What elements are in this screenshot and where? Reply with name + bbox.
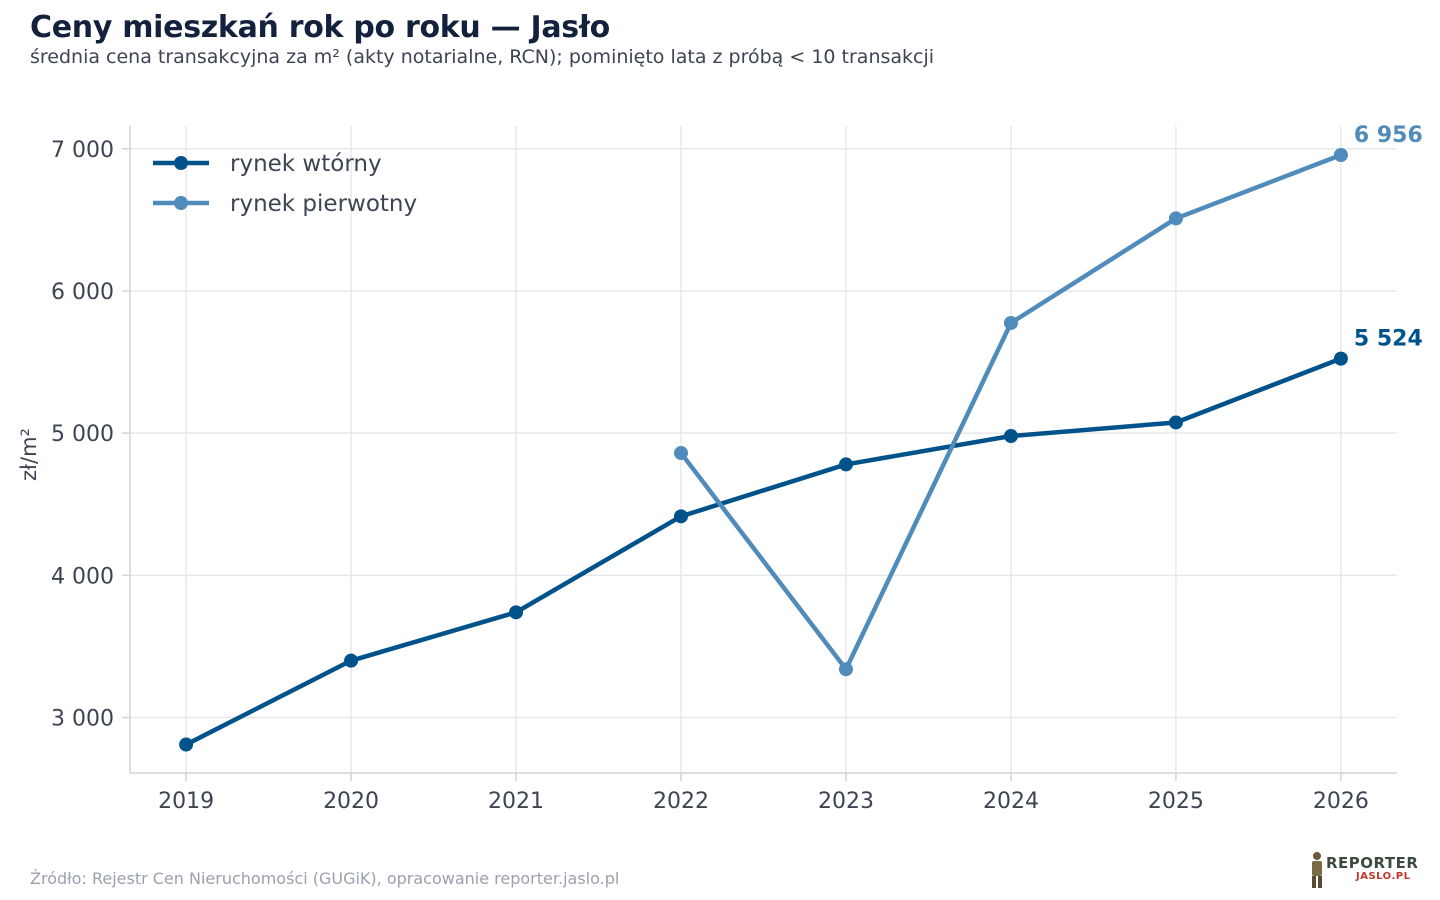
x-tick-label: 2026 xyxy=(1313,789,1369,814)
end-value-label: 6 956 xyxy=(1354,123,1423,148)
x-tick-label: 2025 xyxy=(1148,789,1204,814)
series-layer xyxy=(179,148,1348,752)
source-note: Źródło: Rejestr Cen Nieruchomości (GUGiK… xyxy=(30,869,620,888)
data-point xyxy=(1003,315,1018,330)
series-line-1 xyxy=(183,356,1344,747)
data-point xyxy=(674,509,689,524)
legend-swatch-marker xyxy=(174,196,188,210)
legend-swatch-marker xyxy=(174,156,188,170)
data-point xyxy=(838,662,853,677)
data-point xyxy=(1333,351,1348,366)
logo-text-reporter: REPORTER xyxy=(1326,854,1419,872)
reporter-logo[interactable]: REPORTER JASLO.PL xyxy=(1308,848,1418,890)
y-tick-label: 4 000 xyxy=(51,564,114,589)
chart-subtitle: średnia cena transakcyjna za m² (akty no… xyxy=(30,46,935,68)
data-point xyxy=(674,446,689,461)
logo-text-jaslo: JASLO.PL xyxy=(1356,871,1411,882)
x-tick-label: 2020 xyxy=(323,789,379,814)
chart-title: Ceny mieszkań rok po roku — Jasło xyxy=(30,10,610,45)
axes: 3 000 4 000 5 000 6 000 7 000 2019 2020 2021 202… xyxy=(17,126,1397,814)
y-tick-label: 3 000 xyxy=(51,707,114,732)
data-point xyxy=(1168,415,1183,430)
data-point xyxy=(344,653,359,668)
data-point xyxy=(1168,211,1183,226)
y-tick-label: 7 000 xyxy=(51,138,114,163)
x-tick-label: 2021 xyxy=(488,789,544,814)
y-tick-label: 6 000 xyxy=(51,280,114,305)
labels-layer: 5 524 6 956 xyxy=(1354,123,1423,352)
x-tick-label: 2022 xyxy=(653,789,709,814)
grid xyxy=(130,126,1397,773)
data-point xyxy=(509,605,524,620)
y-axis-title: zł/m² xyxy=(17,428,41,481)
x-tick-label: 2019 xyxy=(158,789,214,814)
soldier-icon xyxy=(1312,852,1322,888)
y-tick-label: 5 000 xyxy=(51,422,114,447)
legend: rynek wtórny rynek pierwotny xyxy=(153,151,417,217)
x-tick-label: 2024 xyxy=(983,789,1039,814)
data-point xyxy=(179,737,194,752)
legend-label: rynek pierwotny xyxy=(230,191,417,217)
data-point xyxy=(1333,148,1348,163)
x-tick-label: 2023 xyxy=(818,789,874,814)
data-point xyxy=(838,457,853,472)
data-point xyxy=(1003,428,1018,443)
end-value-label: 5 524 xyxy=(1354,327,1423,352)
legend-label: rynek wtórny xyxy=(230,151,382,177)
